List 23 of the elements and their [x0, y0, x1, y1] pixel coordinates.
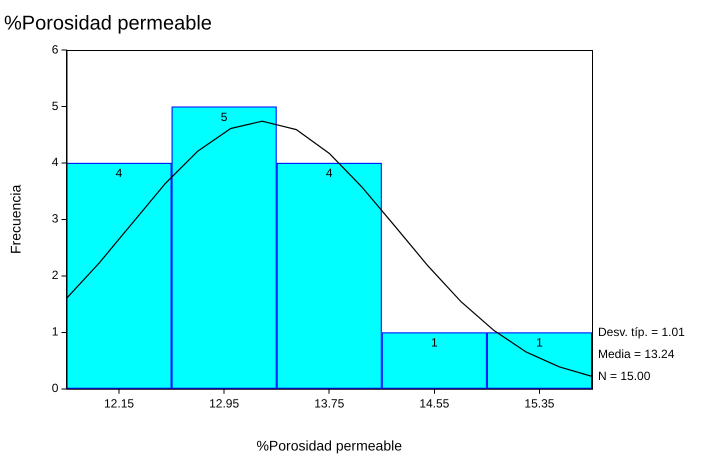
y-axis-title: Frecuencia — [7, 184, 24, 254]
data-label: 4 — [326, 166, 333, 180]
data-label: 1 — [536, 336, 544, 350]
y-tick-label: 4 — [52, 155, 59, 170]
y-tick-label: 0 — [52, 381, 59, 396]
data-label: 4 — [116, 166, 123, 180]
x-tick-label: 13.75 — [314, 396, 345, 410]
y-tick-label: 3 — [52, 212, 59, 226]
x-tick-label: 12.15 — [104, 396, 134, 410]
text: N = 15.00 — [598, 369, 651, 384]
y-tick-label: 6 — [52, 42, 59, 56]
x-tick-label: 14.55 — [419, 396, 450, 410]
y-tick-label: 1 — [52, 324, 59, 339]
y-tick-label: 5 — [52, 98, 59, 113]
text: Desv. típ. = 1.01 — [598, 325, 686, 340]
x-tick-label: 15.35 — [524, 396, 555, 410]
x-axis-title: %Porosidad permeable — [256, 437, 402, 454]
data-label: 1 — [431, 336, 438, 350]
chart-title: %Porosidad permeable — [4, 12, 212, 35]
data-label: 5 — [220, 110, 228, 124]
y-tick-label: 2 — [52, 268, 59, 282]
text: Media = 13.24 — [598, 347, 675, 362]
x-tick-label: 12.95 — [209, 396, 240, 410]
